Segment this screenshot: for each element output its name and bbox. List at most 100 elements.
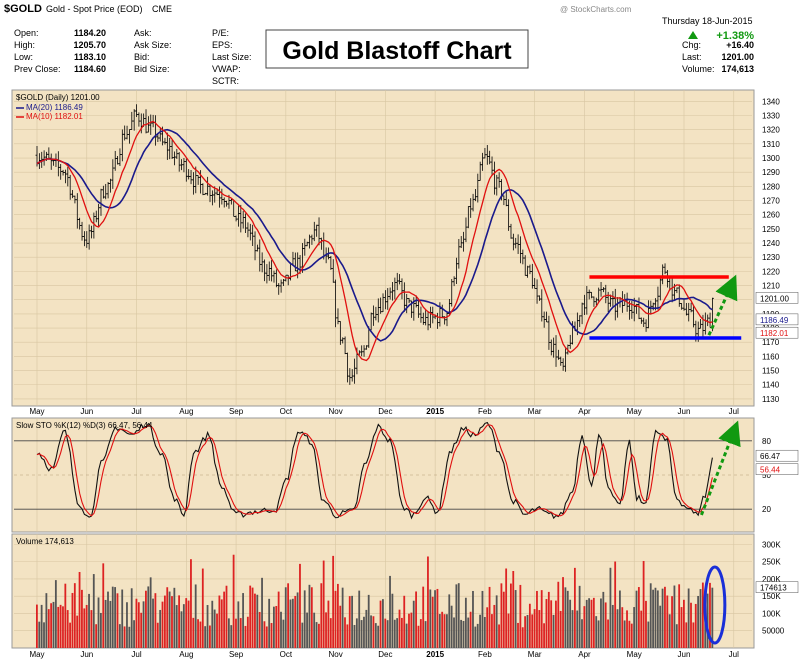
volume-bar — [133, 620, 135, 648]
value-tag-text: 1201.00 — [760, 294, 789, 303]
volume-bar — [512, 571, 515, 648]
legend-ma10: MA(10) 1182.01 — [26, 112, 83, 121]
month-tick: Feb — [478, 650, 492, 659]
volume-bar — [616, 609, 619, 648]
month-tick: Nov — [328, 650, 342, 659]
volume-bar — [543, 623, 545, 648]
volume-bar — [107, 591, 109, 648]
month-tick: 2015 — [426, 650, 444, 659]
stochastic-tick: 80 — [762, 437, 771, 446]
volume-bar — [623, 620, 626, 648]
volume-bar — [92, 574, 95, 648]
ma20-line — [36, 128, 713, 342]
volume-bar — [455, 584, 458, 648]
volume-bar — [408, 613, 410, 648]
exchange-label: CME — [152, 4, 172, 14]
volume-bar — [363, 616, 365, 648]
volume-bar — [687, 588, 690, 648]
volume-bar — [50, 603, 53, 648]
price-tick: 1250 — [762, 225, 780, 234]
stochastic-axis: 20 50 80 — [762, 437, 771, 514]
volume-bar — [640, 610, 643, 648]
volume-bar — [500, 583, 503, 648]
volume-bar — [40, 604, 43, 648]
volume-bar — [384, 618, 387, 648]
volume-bar — [697, 595, 700, 648]
price-axis: 1130114011501160117011801190120012101220… — [762, 97, 780, 404]
volume-bar — [536, 590, 538, 648]
volume-bar — [95, 624, 98, 648]
volume-bar — [294, 595, 297, 648]
volume-bar — [76, 615, 79, 648]
price-tick: 1150 — [762, 367, 780, 376]
volume-bar — [491, 614, 493, 648]
field-value: 1184.60 — [74, 64, 106, 74]
legend-volume: Volume 174,613 — [16, 537, 74, 546]
month-tick: Jul — [729, 407, 739, 416]
symbol-label: $GOLD — [4, 3, 42, 15]
mid-label: Ask: — [134, 28, 152, 38]
volume-bar — [656, 590, 659, 648]
blastoff-arrow-stochastic — [700, 420, 741, 516]
volume-bar — [645, 600, 647, 648]
ma10-line — [36, 120, 713, 362]
month-tick: Aug — [179, 650, 193, 659]
value-tag-text: 1186.49 — [760, 316, 789, 325]
volume-bar — [403, 595, 406, 648]
volume-bar — [206, 605, 209, 648]
month-tick: Mar — [528, 650, 542, 659]
volume-bar — [583, 606, 586, 648]
month-tick: Oct — [280, 407, 293, 416]
legend-ma20: MA(20) 1186.49 — [26, 103, 83, 112]
volume-bar — [457, 583, 460, 648]
volume-bar — [462, 620, 465, 648]
volume-bar — [694, 603, 697, 648]
volume-bar — [581, 619, 583, 648]
volume-bar — [254, 593, 256, 648]
field-label: High: — [14, 40, 35, 50]
header-mid-labels: Ask: Ask Size: Bid: Bid Size: — [134, 28, 172, 74]
field-label: Open: — [14, 28, 39, 38]
right-label: VWAP: — [212, 64, 241, 74]
volume-bar — [159, 609, 162, 648]
volume-bar — [66, 610, 69, 648]
legend-main: $GOLD (Daily) 1201.00 — [16, 93, 100, 102]
volume-bar — [528, 603, 531, 648]
volume-bar — [417, 625, 420, 648]
field-label: Low: — [14, 52, 33, 62]
overlay-title: Gold Blastoff Chart — [282, 37, 512, 65]
volume-bar — [249, 585, 252, 648]
stat-value: 1201.00 — [721, 52, 754, 62]
volume-bar — [419, 619, 422, 648]
volume-bar — [547, 591, 550, 648]
volume-bar — [161, 601, 164, 648]
volume-bar — [123, 626, 126, 648]
price-tick: 1300 — [762, 154, 780, 163]
volume-bar — [275, 605, 278, 648]
volume-bar — [666, 595, 669, 648]
volume-bar — [242, 593, 244, 648]
volume-bar — [680, 607, 683, 648]
instrument-name: Gold - Spot Price (EOD) — [46, 4, 143, 14]
mid-label: Bid Size: — [134, 64, 170, 74]
price-tick: 1220 — [762, 267, 780, 276]
price-tick: 1260 — [762, 211, 780, 220]
volume-bar — [621, 607, 624, 648]
volume-bar — [329, 618, 332, 648]
stochastic-tick: 20 — [762, 505, 771, 514]
month-tick: Jul — [729, 650, 739, 659]
volume-bar — [270, 622, 273, 648]
volume-tick: 300K — [762, 540, 781, 549]
volume-bar — [443, 614, 446, 648]
month-tick: Nov — [328, 407, 342, 416]
volume-bar — [673, 585, 676, 648]
volume-bar — [142, 601, 145, 648]
volume-bar — [517, 622, 519, 648]
volume-bar — [147, 586, 150, 648]
volume-bar — [277, 591, 280, 648]
volume-bar — [450, 605, 453, 648]
price-tick: 1330 — [762, 112, 780, 121]
volume-bar — [322, 560, 325, 648]
volume-bar — [415, 591, 417, 648]
volume-bar — [427, 556, 429, 648]
